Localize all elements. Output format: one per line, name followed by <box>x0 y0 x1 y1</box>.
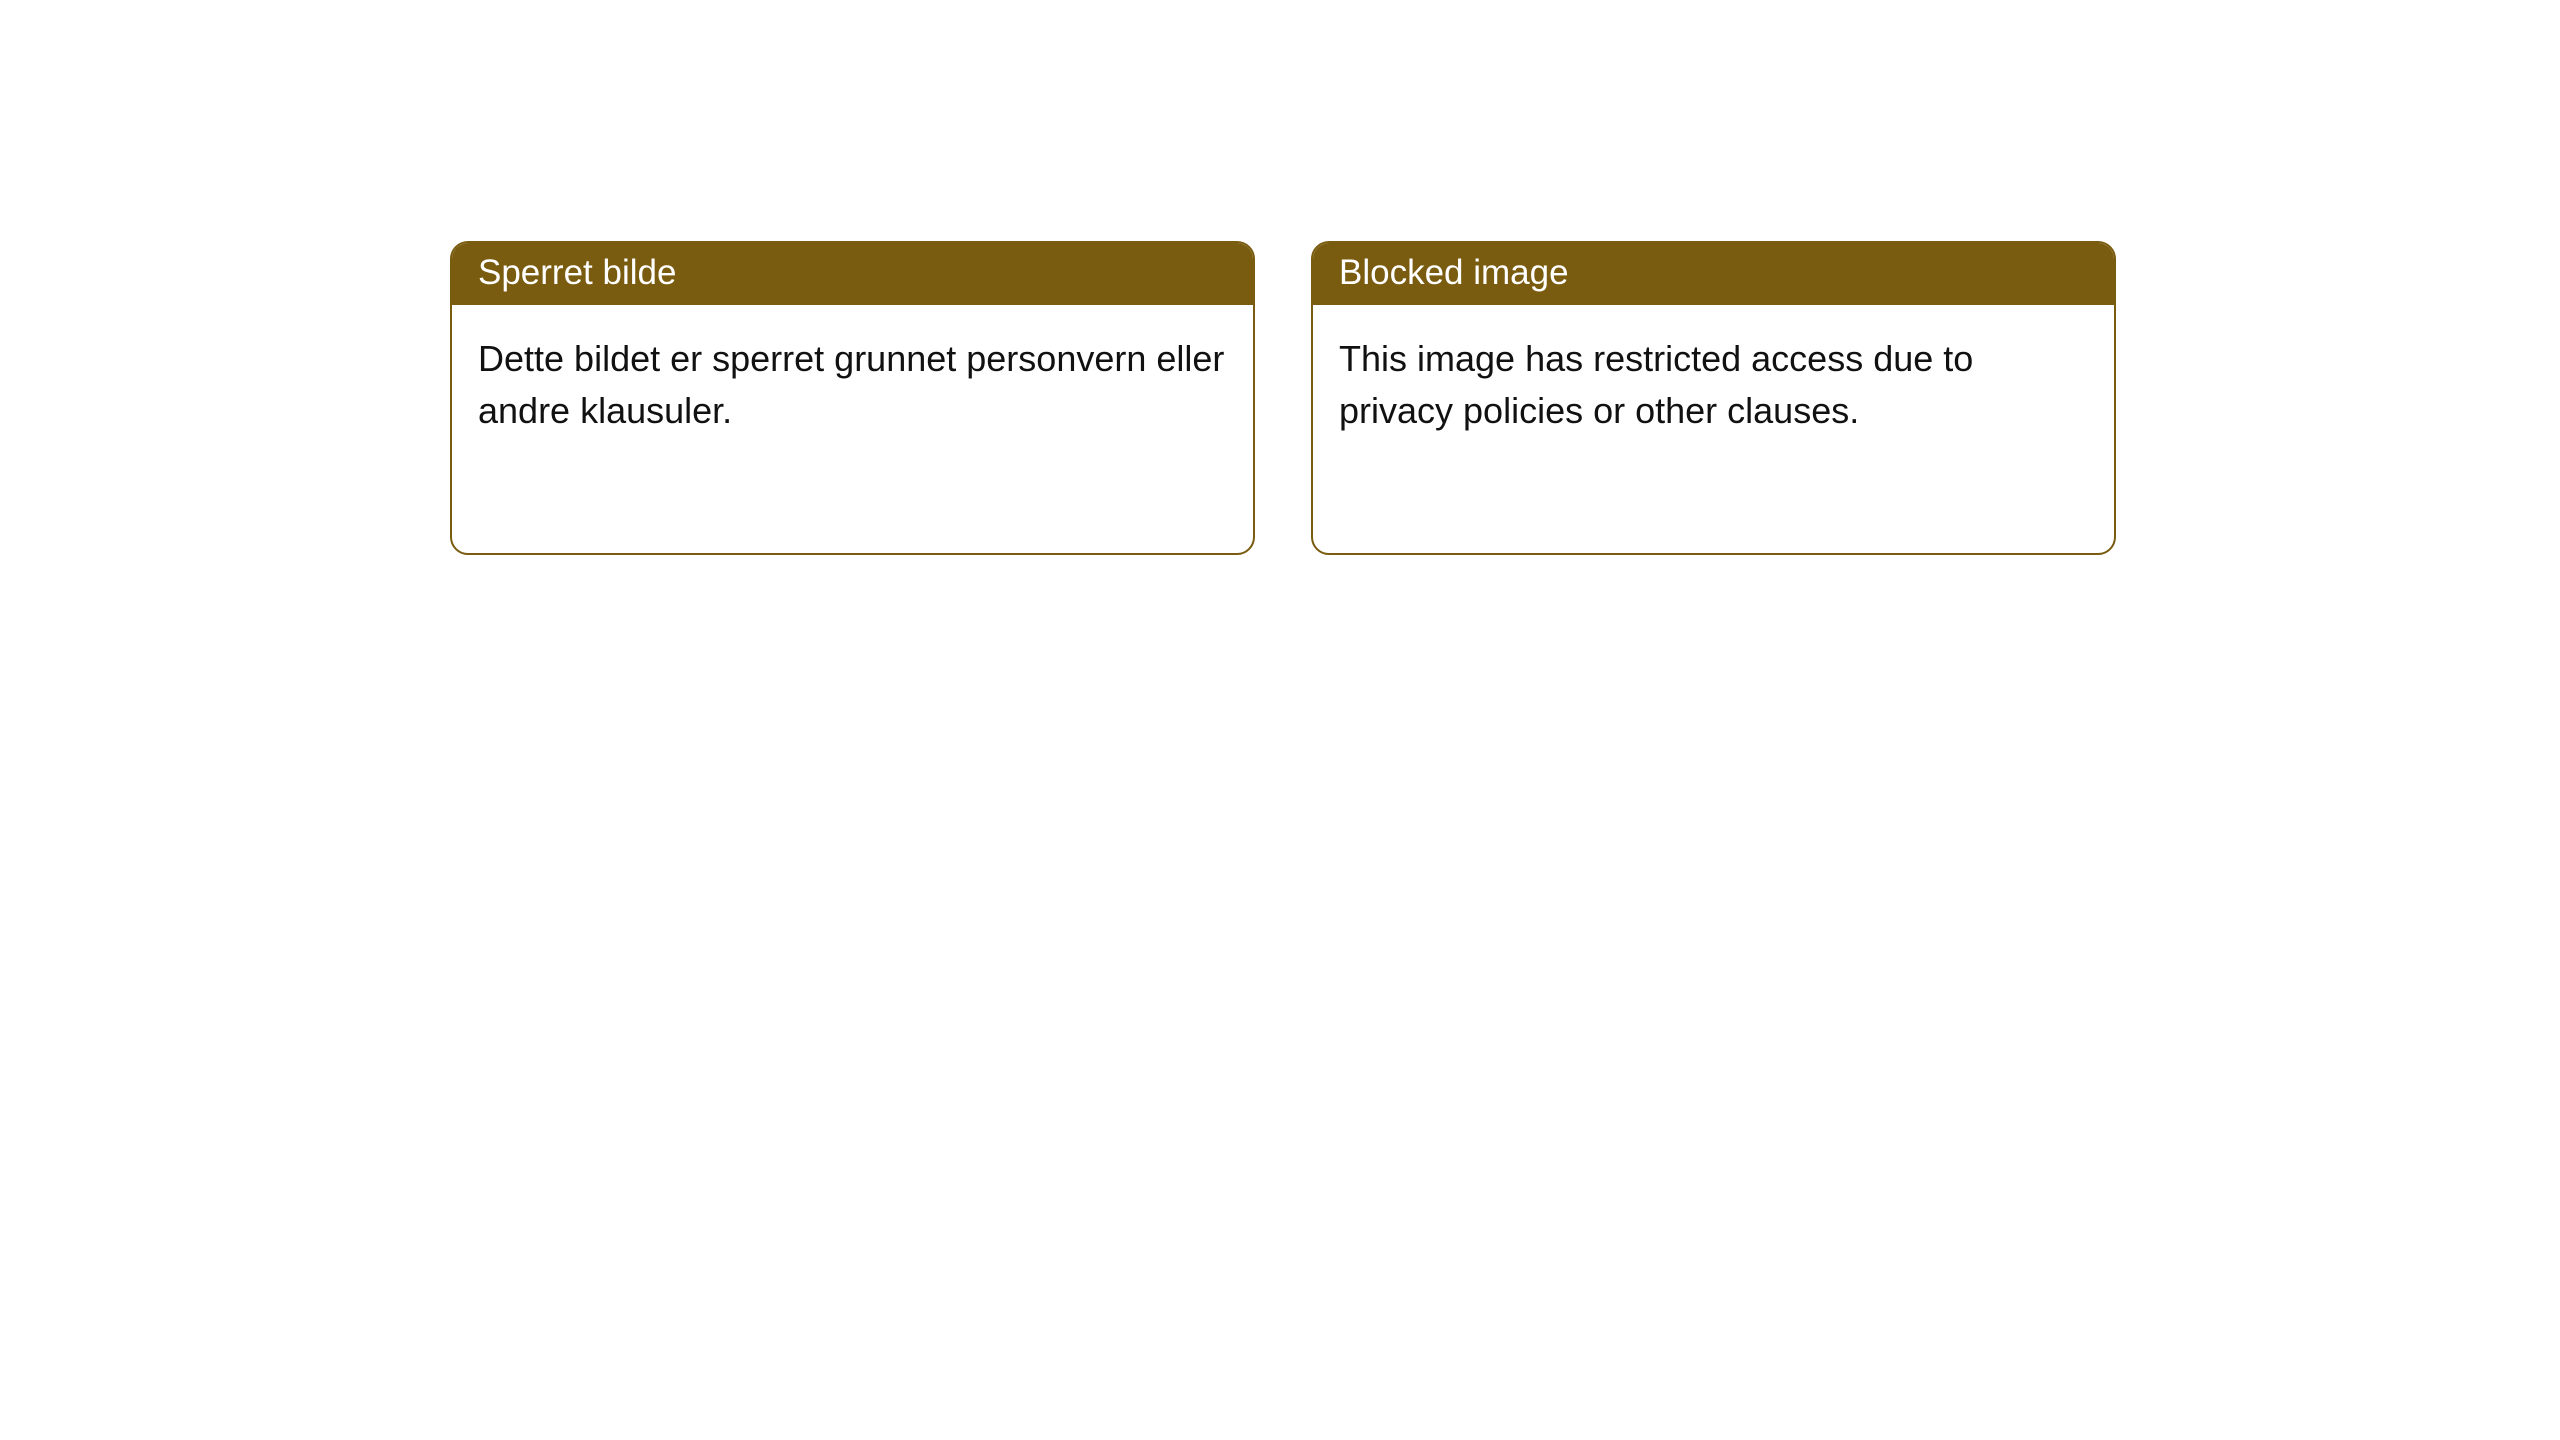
notice-body-norwegian: Dette bildet er sperret grunnet personve… <box>452 305 1253 553</box>
notice-body-english: This image has restricted access due to … <box>1313 305 2114 553</box>
notice-container: Sperret bilde Dette bildet er sperret gr… <box>0 0 2560 555</box>
notice-header-english: Blocked image <box>1313 243 2114 305</box>
notice-card-norwegian: Sperret bilde Dette bildet er sperret gr… <box>450 241 1255 555</box>
notice-card-english: Blocked image This image has restricted … <box>1311 241 2116 555</box>
notice-header-norwegian: Sperret bilde <box>452 243 1253 305</box>
